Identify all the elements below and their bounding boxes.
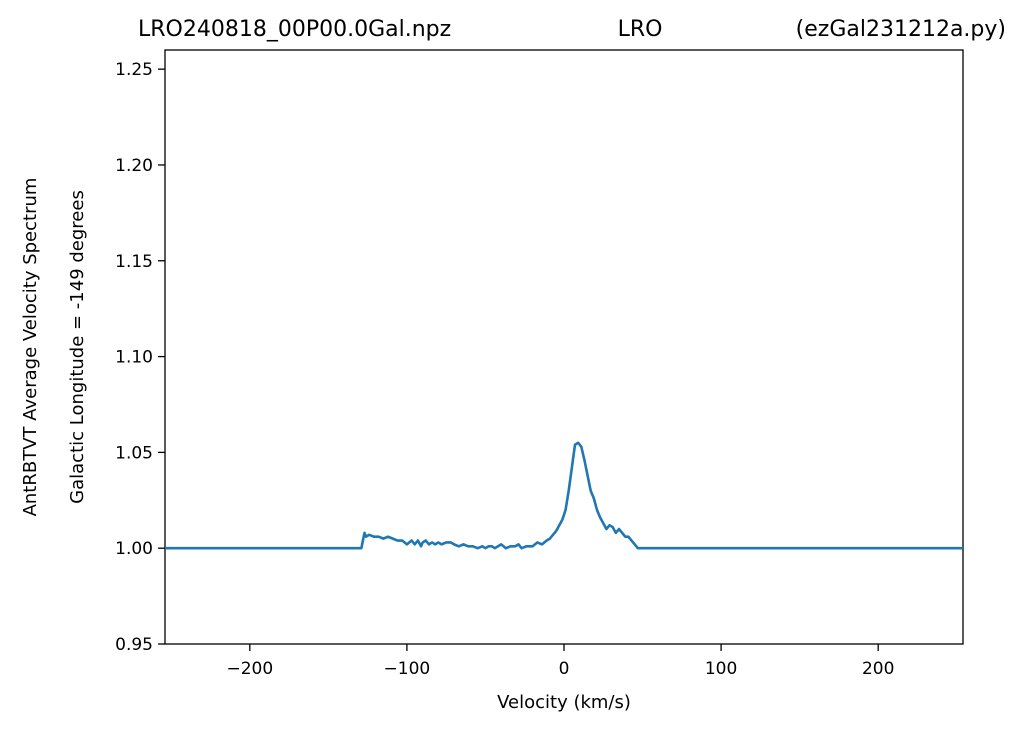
title-script: (ezGal231212a.py) — [796, 17, 1006, 42]
y-tick-label: 1.25 — [115, 60, 153, 80]
x-tick-label: −100 — [384, 659, 431, 679]
y-tick-label: 1.15 — [115, 252, 153, 272]
series-line — [165, 441, 963, 550]
y-axis-label-outer: AntRBTVT Average Velocity Spectrum — [20, 178, 41, 517]
x-tick-label: 100 — [705, 659, 737, 679]
y-tick-label: 1.05 — [115, 443, 153, 463]
title-filename: LRO240818_00P00.0Gal.npz — [138, 17, 451, 42]
y-axis-label-inner: Galactic Longitude = -149 degrees — [67, 190, 88, 504]
x-tick-label: −200 — [226, 659, 273, 679]
x-axis-ticks: −200 −100 0 100 200 — [226, 644, 894, 679]
y-tick-label: 1.10 — [115, 348, 153, 368]
x-axis-label: Velocity (km/s) — [497, 692, 631, 713]
y-tick-label: 1.00 — [115, 539, 153, 559]
x-tick-label: 0 — [559, 659, 570, 679]
title-station: LRO — [618, 17, 663, 42]
y-tick-label: 0.95 — [115, 635, 153, 655]
y-axis-ticks: 0.95 1.00 1.05 1.10 1.15 1.20 1.25 — [115, 60, 165, 655]
y-tick-label: 1.20 — [115, 156, 153, 176]
x-tick-label: 200 — [862, 659, 894, 679]
